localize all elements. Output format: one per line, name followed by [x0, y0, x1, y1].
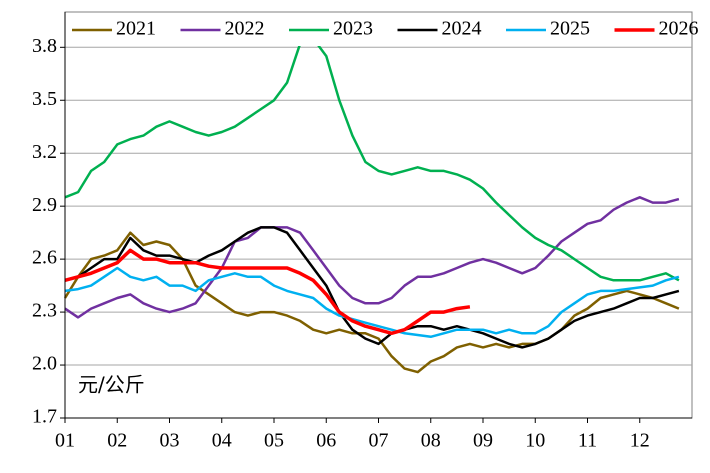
legend-label: 2022	[225, 18, 265, 40]
y-tick-label: 3.8	[32, 35, 57, 57]
x-tick-label: 04	[212, 430, 232, 452]
legend-label: 2026	[659, 18, 699, 40]
y-tick-label: 3.2	[32, 141, 57, 163]
legend-label: 2024	[442, 18, 482, 40]
y-tick-label: 2.6	[32, 247, 57, 269]
legend-label: 2021	[116, 18, 156, 40]
series-line	[64, 196, 680, 319]
x-tick-label: 11	[578, 430, 597, 452]
x-tick-label: 07	[369, 430, 389, 452]
legend-label: 2025	[550, 18, 590, 40]
x-tick-label: 10	[525, 430, 545, 452]
axes: 1.7 2.0 2.3 2.6 2.9 3.2 3.5 3.8 01 02 03 04 05 06 07 08…	[32, 12, 692, 452]
series-line	[64, 37, 680, 282]
y-tick-label: 3.5	[32, 88, 57, 110]
y-tick-label: 1.7	[32, 406, 57, 428]
x-tick-label: 08	[421, 430, 441, 452]
legend-background	[68, 14, 690, 46]
x-tick-label: 02	[107, 430, 127, 452]
x-tick-label: 12	[630, 430, 650, 452]
series-line	[64, 266, 680, 339]
series-line	[64, 248, 471, 336]
x-tick-label: 06	[316, 430, 336, 452]
unit-annotation: 元/公斤	[78, 373, 145, 397]
plot-area	[64, 11, 693, 419]
series-line	[64, 226, 680, 349]
lines	[63, 37, 680, 374]
x-tick-label: 09	[473, 430, 493, 452]
y-tick-label: 2.0	[32, 353, 57, 375]
y-tick-label: 2.9	[32, 194, 57, 216]
x-tick-label: 05	[264, 430, 284, 452]
legend-label: 2023	[333, 18, 373, 40]
series-line	[63, 231, 680, 374]
legend: 2021 2022 2023 2024 2025 2026	[68, 14, 699, 46]
y-tick-label: 2.3	[32, 300, 57, 322]
x-tick-label: 01	[55, 430, 75, 452]
x-tick-label: 03	[160, 430, 180, 452]
